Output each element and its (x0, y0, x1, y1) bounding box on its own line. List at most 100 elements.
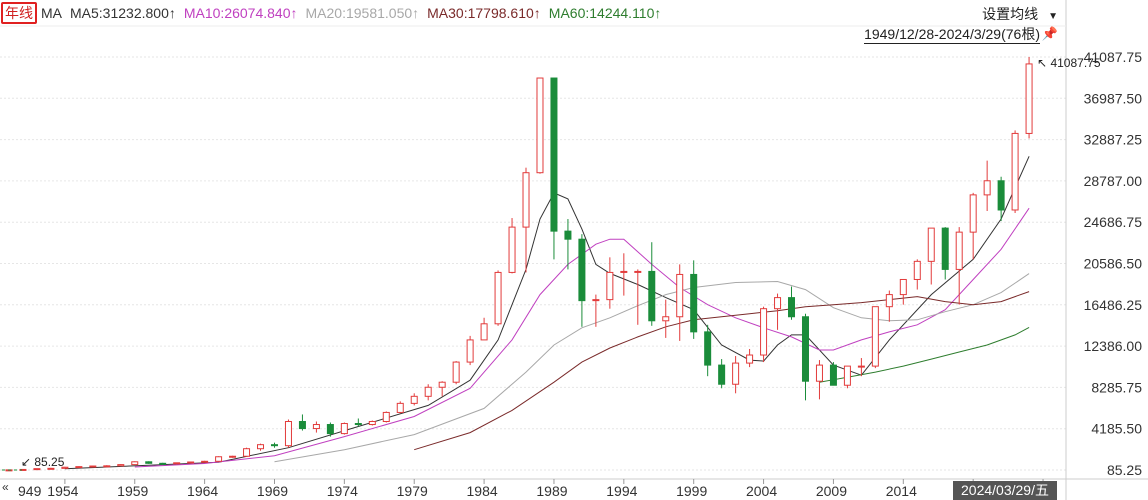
candle (229, 455, 237, 458)
candle (159, 462, 167, 465)
candle-body (117, 464, 125, 467)
candle (61, 466, 69, 469)
candle-body (634, 270, 642, 273)
candle (270, 442, 278, 448)
cursor-date-label: 2024/03/29/五 (953, 481, 1057, 500)
candle (187, 461, 195, 464)
chevron-down-icon: ▼ (1048, 11, 1058, 22)
candle (634, 269, 642, 325)
candle-body (354, 423, 362, 426)
y-tick-label: 41087.75 (1084, 49, 1143, 65)
x-tick-label: 1974 (327, 483, 358, 499)
candles (5, 57, 1033, 472)
candle (857, 358, 865, 377)
y-tick-label: 20586.50 (1084, 256, 1143, 272)
candle-body (690, 273, 698, 333)
x-tick-label: 949 (18, 483, 42, 499)
date-range-label[interactable]: 1949/12/28-2024/3/29(76根) (864, 26, 1040, 44)
ma5-legend: MA5:31232.800↑ (70, 5, 176, 21)
y-tick-label: 12386.00 (1084, 338, 1143, 354)
candle (662, 299, 670, 338)
candle (173, 462, 181, 465)
ma10-legend: MA10:26074.840↑ (183, 5, 298, 21)
x-tick-label: 1954 (47, 483, 78, 499)
candle-body (801, 316, 809, 382)
candle (438, 381, 446, 397)
candle (480, 317, 488, 341)
y-tick-label: 28787.00 (1084, 173, 1143, 189)
candle (829, 362, 837, 386)
candle-body (438, 381, 446, 388)
candle (33, 468, 41, 471)
candle-body (941, 227, 949, 270)
candle-body (899, 278, 907, 296)
x-tick-label: 1989 (536, 483, 567, 499)
candle (201, 460, 209, 463)
candle-body (424, 386, 432, 397)
scroll-left-icon[interactable]: « (2, 480, 9, 494)
candle (1011, 130, 1019, 214)
candle-body (173, 462, 181, 465)
candle (676, 264, 684, 341)
candle-body (662, 316, 670, 322)
x-tick-label: 1984 (467, 483, 498, 499)
candle-body (969, 194, 977, 233)
candle (354, 418, 362, 427)
candle (927, 227, 935, 285)
candle (1025, 57, 1033, 139)
candle (718, 359, 726, 389)
candle-body (145, 461, 153, 464)
candle-body (718, 364, 726, 385)
candle-body (480, 323, 488, 341)
candle (815, 360, 823, 400)
candle-body (89, 465, 97, 468)
candle (145, 461, 153, 464)
candle-body (536, 77, 544, 174)
candle (452, 361, 460, 385)
y-tick-label: 4185.50 (1091, 421, 1142, 437)
pin-icon[interactable]: 📌 (1041, 26, 1058, 41)
candle-body (746, 354, 754, 364)
settings-label: 设置均线 (982, 6, 1039, 22)
ma20-legend: MA20:19581.050↑ (305, 5, 420, 21)
period-button[interactable]: 年线 (1, 2, 37, 24)
candle-body (815, 364, 823, 382)
candle (382, 411, 390, 423)
candle-body (396, 402, 404, 413)
x-tick-label: 1969 (257, 483, 288, 499)
candle-body (829, 364, 837, 386)
high-price-annotation: ↖ 41087.75 (1037, 56, 1101, 70)
candle (746, 348, 754, 368)
ma60-legend: MA60:14244.110↑ (548, 5, 662, 21)
candle-body (201, 460, 209, 463)
set-moving-average-button[interactable]: 设置均线 ▼ (982, 4, 1058, 24)
x-tick-label: 1994 (606, 483, 637, 499)
x-tick-label: 1999 (676, 483, 707, 499)
candle-body (61, 466, 69, 469)
candle (774, 293, 782, 330)
candle (312, 421, 320, 433)
candle (592, 294, 600, 327)
x-tick-label: 1964 (187, 483, 218, 499)
candle-body (131, 461, 139, 466)
candle-body (284, 421, 292, 447)
candle-body (592, 299, 600, 302)
candle (997, 176, 1005, 222)
candle (298, 414, 306, 431)
ma-line-ma5 (64, 156, 1030, 470)
candle (801, 313, 809, 401)
candle-body (19, 468, 27, 471)
candle (494, 270, 502, 326)
candle (885, 290, 893, 322)
candle (89, 465, 97, 468)
x-tick-label: 1979 (397, 483, 428, 499)
y-tick-label: 36987.50 (1084, 90, 1143, 106)
candle (955, 227, 963, 305)
candle-body (648, 270, 656, 322)
candle (648, 242, 656, 326)
ma-title: MA (41, 5, 62, 21)
y-tick-label: 24686.75 (1084, 214, 1143, 230)
candle (871, 306, 879, 369)
